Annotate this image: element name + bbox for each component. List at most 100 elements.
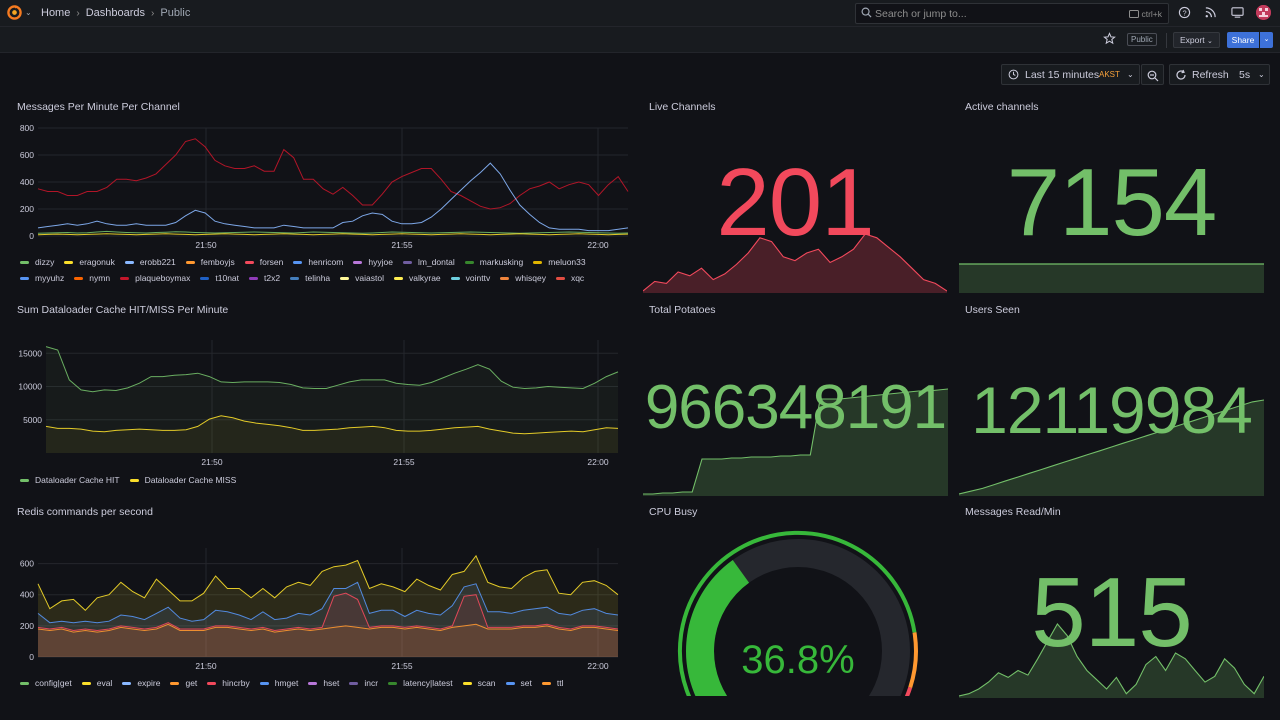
series-line	[37, 592, 619, 632]
star-icon[interactable]	[1103, 32, 1116, 50]
gauge-threshold-red	[904, 686, 913, 696]
share-button[interactable]: Share	[1227, 32, 1259, 48]
series-area	[38, 593, 618, 657]
legend-label: eval	[96, 678, 113, 688]
legend-label: vaiastol	[355, 273, 384, 283]
messages-per-minute-legend-item[interactable]: dizzy	[20, 255, 54, 269]
redis-legend-item[interactable]: latency|latest	[388, 676, 453, 690]
breadcrumb-dashboards[interactable]: Dashboards	[85, 7, 146, 19]
redis-legend-item[interactable]: incr	[349, 676, 378, 690]
public-tag: Public	[1127, 33, 1157, 46]
search-input[interactable]: Search or jump to... ctrl+k	[855, 3, 1169, 24]
legend-swatch	[129, 478, 139, 482]
rss-feed-icon[interactable]	[1204, 6, 1217, 24]
redis-legend-item[interactable]: scan	[462, 676, 496, 690]
y-tick-label: 600	[20, 150, 34, 160]
legend-swatch	[74, 276, 84, 280]
legend-label: config|get	[35, 678, 72, 688]
messages-per-minute-legend-item[interactable]: nymn	[74, 271, 110, 285]
redis-legend-item[interactable]: set	[505, 676, 532, 690]
sparkline-area	[643, 389, 948, 496]
messages-per-minute-legend-item[interactable]: myyuhz	[20, 271, 64, 285]
redis-legend-item[interactable]: config|get	[20, 676, 72, 690]
messages-per-minute-legend-item[interactable]: erobb221	[124, 255, 176, 269]
cache-legend-item[interactable]: Dataloader Cache HIT	[20, 473, 120, 487]
export-button[interactable]: Export ⌄	[1173, 32, 1220, 48]
y-tick-label: 10000	[18, 382, 42, 392]
series-area	[38, 624, 618, 657]
messages-per-minute-legend-item[interactable]: markusking	[464, 255, 523, 269]
messages-per-minute-legend-item[interactable]: vaiastol	[340, 271, 384, 285]
messages-per-minute-legend-item[interactable]: t2x2	[249, 271, 280, 285]
redis-legend-item[interactable]: hmget	[259, 676, 298, 690]
messages-per-minute-legend-item[interactable]: lm_dontal	[402, 255, 455, 269]
x-tick-label: 22:00	[587, 457, 609, 467]
messages-per-minute-legend-item[interactable]: hyyjoe	[353, 255, 393, 269]
cache-hit-miss-legend: Dataloader Cache HIT Dataloader Cache MIS…	[20, 473, 620, 487]
kiosk-mode-icon[interactable]	[1231, 6, 1244, 24]
chevron-down-icon: ⌄	[1127, 70, 1134, 79]
time-range-picker[interactable]: Last 15 minutes AKST ⌄	[1001, 64, 1140, 85]
messages-per-minute-legend-item[interactable]: vointtv	[450, 271, 490, 285]
messages-per-minute-legend-item[interactable]: henricom	[293, 255, 343, 269]
search-icon	[861, 7, 872, 21]
x-tick-label: 21:55	[393, 457, 415, 467]
dashboard-toolbar: Public Export ⌄ Share ⌄	[0, 27, 1280, 53]
redis-legend-item[interactable]: eval	[81, 676, 113, 690]
messages-per-minute-legend-item[interactable]: meluon33	[533, 255, 586, 269]
legend-swatch	[170, 681, 180, 685]
cache-legend-item[interactable]: Dataloader Cache MISS	[129, 473, 236, 487]
user-avatar[interactable]	[1256, 5, 1271, 20]
help-icon[interactable]: ?	[1178, 6, 1191, 24]
legend-label: ttl	[556, 678, 564, 688]
messages-per-minute-legend-item[interactable]: telinha	[290, 271, 330, 285]
messages-per-minute-legend-item[interactable]: valkyrae	[394, 271, 441, 285]
messages-per-minute-legend-item[interactable]: t10nat	[200, 271, 239, 285]
legend-swatch	[450, 276, 460, 280]
grafana-logo-icon[interactable]	[7, 5, 22, 25]
redis-legend-item[interactable]: expire	[122, 676, 160, 690]
live-channels-sparkline	[643, 233, 947, 293]
panel-title-live-channels: Live Channels	[649, 101, 716, 113]
sparkline-line	[959, 623, 1264, 697]
redis-commands-chart[interactable]: 0 200 400 600 21:50 21:55 22:00	[0, 540, 632, 674]
legend-label: dizzy	[35, 257, 55, 267]
messages-per-minute-chart[interactable]: 0 200 400 600 800 21:50 21:55 22:00	[0, 118, 632, 254]
breadcrumb-home[interactable]: Home	[41, 7, 71, 19]
sparkline-line	[643, 233, 947, 292]
legend-swatch	[394, 276, 403, 280]
users-seen-sparkline	[959, 399, 1264, 496]
messages-per-minute-legend-item[interactable]: xqc	[555, 271, 584, 285]
cpu-busy-value: 36.8%	[741, 638, 855, 682]
live-channels-stat: 201	[643, 148, 947, 258]
series-line	[37, 623, 619, 633]
legend-label: femboyjs	[200, 257, 235, 267]
cache-hit-miss-chart[interactable]: 5000 10000 15000 21:50 21:55 22:00	[0, 330, 632, 472]
legend-swatch	[185, 260, 195, 264]
zoom-out-button[interactable]	[1141, 64, 1164, 85]
active-channels-stat: 7154	[959, 148, 1264, 258]
sparkline-line	[959, 399, 1264, 495]
redis-legend-item[interactable]: ttl	[541, 676, 564, 690]
messages-per-minute-legend-item[interactable]: femboyjs	[185, 255, 235, 269]
messages-per-minute-legend-item[interactable]: forsen	[244, 255, 283, 269]
legend-swatch	[20, 478, 29, 482]
gauge-threshold-orange	[908, 632, 918, 689]
chevron-down-icon[interactable]: ⌄	[25, 8, 32, 17]
legend-swatch	[64, 260, 74, 264]
legend-label: plaqueboymax	[135, 273, 191, 283]
redis-legend-item[interactable]: get	[170, 676, 197, 690]
legend-label: erobb221	[139, 257, 176, 267]
redis-legend-item[interactable]: hincrby	[207, 676, 250, 690]
redis-legend-item[interactable]: hset	[308, 676, 339, 690]
share-dropdown-chevron-icon[interactable]: ⌄	[1260, 32, 1273, 48]
messages-per-minute-legend-item[interactable]: plaqueboymax	[120, 271, 190, 285]
refresh-button[interactable]: Refresh 5s ⌄	[1169, 64, 1270, 85]
series-line	[37, 233, 629, 236]
legend-label: t2x2	[264, 273, 281, 283]
messages-read-sparkline	[959, 623, 1264, 698]
legend-label: hset	[323, 678, 340, 688]
legend-swatch	[541, 681, 551, 685]
messages-per-minute-legend-item[interactable]: eragonuk	[64, 255, 115, 269]
messages-per-minute-legend-item[interactable]: whisqey	[500, 271, 546, 285]
